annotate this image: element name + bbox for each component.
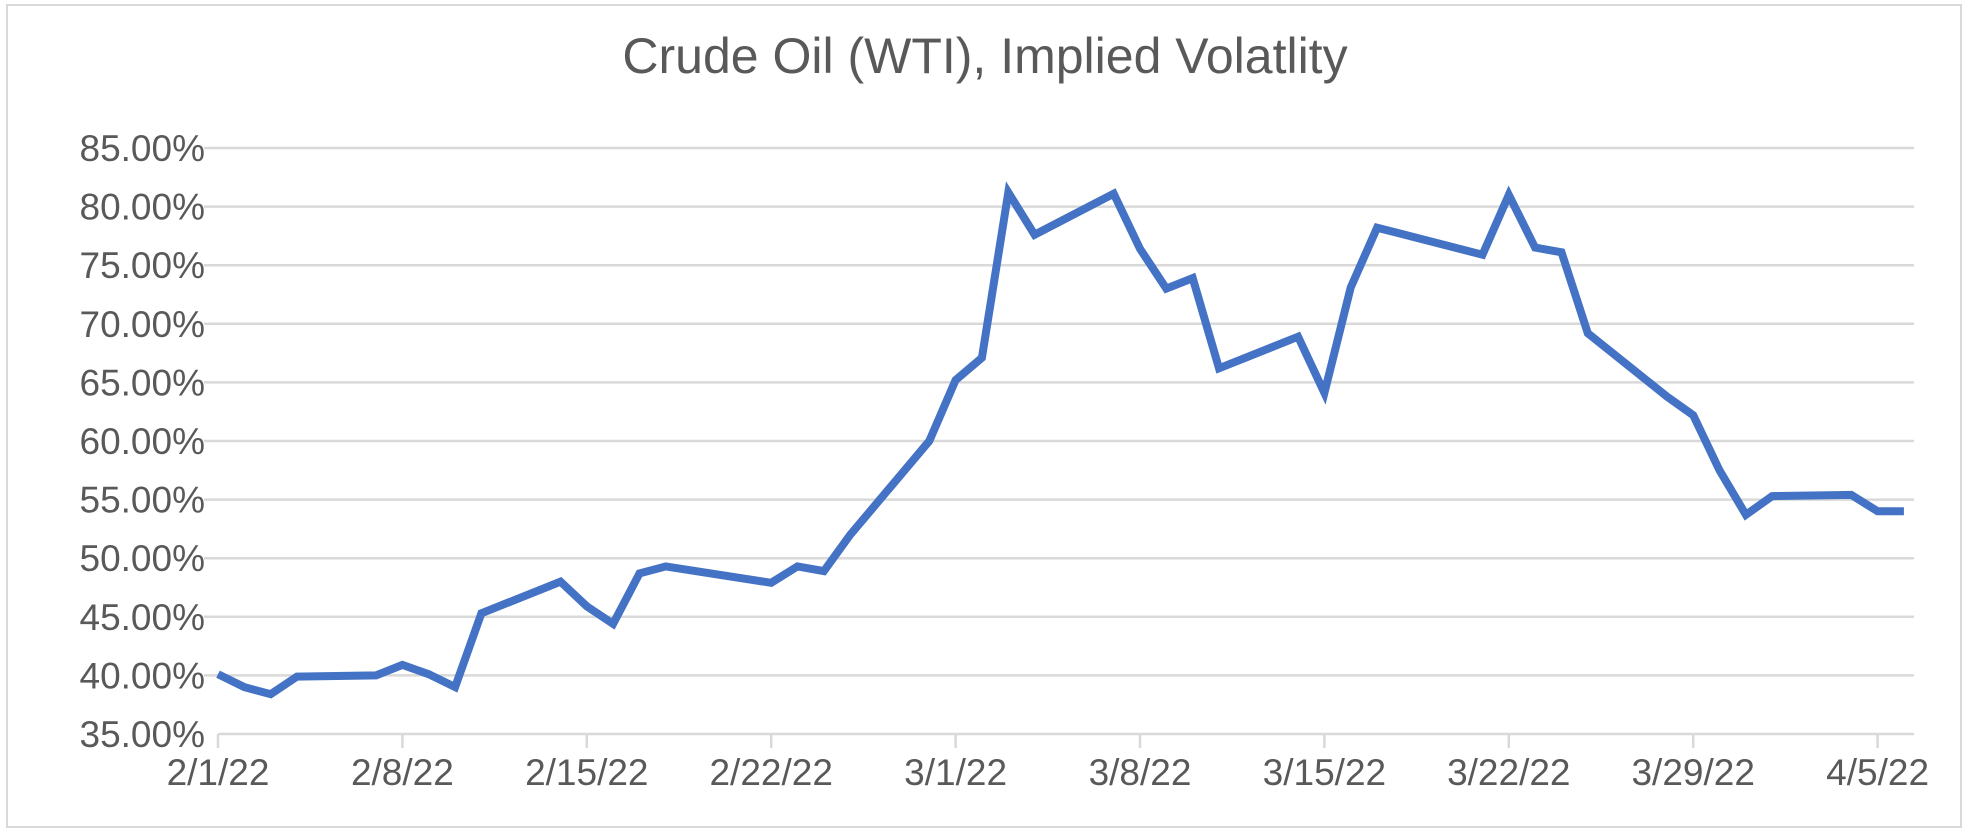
x-tick-label: 2/8/22	[351, 752, 454, 793]
y-tick-label: 35.00%	[80, 714, 206, 755]
y-axis-ticks: 35.00% 40.00% 45.00% 50.00% 55.00% 60.00% 65.0…	[80, 128, 206, 755]
x-tick-label: 3/22/22	[1447, 752, 1570, 793]
y-tick-label: 65.00%	[80, 362, 206, 403]
x-tick-label: 2/22/22	[709, 752, 832, 793]
series-layer	[216, 181, 1904, 699]
x-tick-label: 3/1/22	[904, 752, 1007, 793]
y-tick-label: 60.00%	[80, 421, 206, 462]
x-tick-label: 3/8/22	[1089, 752, 1192, 793]
x-tick-label: 3/29/22	[1631, 752, 1754, 793]
x-axis: 2/1/22 2/8/22 2/15/22 2/22/22 3/1/22 3/8/22 3/…	[167, 732, 1929, 793]
x-tick-label: 4/5/22	[1826, 752, 1929, 793]
x-tick-label: 3/15/22	[1263, 752, 1386, 793]
y-tick-label: 45.00%	[80, 597, 206, 638]
y-tick-label: 55.00%	[80, 480, 206, 521]
y-tick-label: 50.00%	[80, 538, 206, 579]
y-tick-label: 75.00%	[80, 245, 206, 286]
y-tick-label: 70.00%	[80, 304, 206, 345]
y-tick-label: 85.00%	[80, 128, 206, 169]
chart-title: Crude Oil (WTI), Implied Volatlity	[622, 28, 1347, 84]
chart-frame	[6, 4, 1962, 828]
x-tick-label: 2/1/22	[167, 752, 270, 793]
y-tick-label: 40.00%	[80, 655, 206, 696]
series-line	[216, 181, 1904, 699]
x-tick-label: 2/15/22	[525, 752, 648, 793]
gridlines	[204, 146, 1914, 677]
y-tick-label: 80.00%	[80, 187, 206, 228]
